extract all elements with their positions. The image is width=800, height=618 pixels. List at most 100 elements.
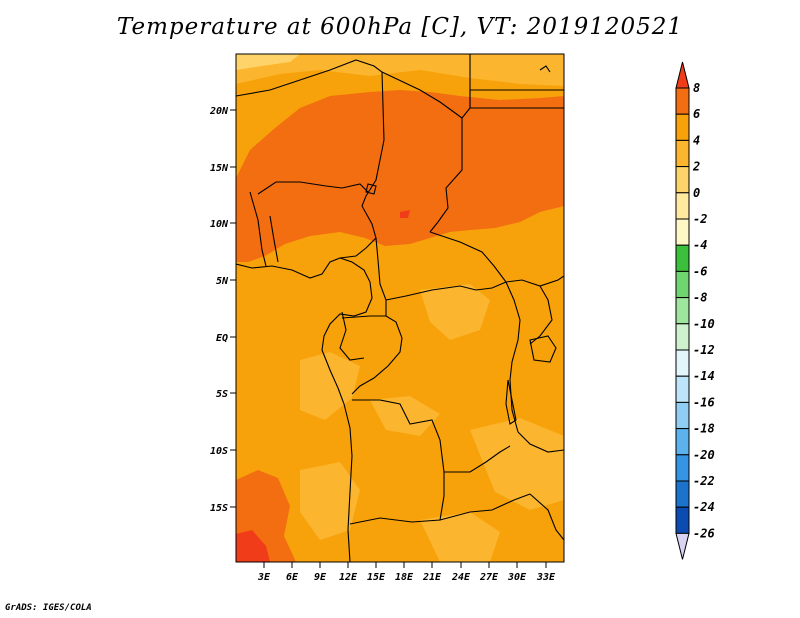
colorbar-segment: [675, 166, 690, 194]
colorbar-segment: [675, 139, 690, 168]
field-light-patch-2: [420, 284, 490, 340]
border-gabon: [339, 311, 365, 361]
border-zambia-south: [439, 493, 531, 521]
border-nigeria-cameroon: [339, 205, 377, 259]
border-drc-angola: [352, 399, 511, 473]
colorbar-top-arrow: [675, 61, 690, 89]
border-niger-chad: [361, 71, 385, 207]
lake-chad: [365, 183, 377, 195]
colorbar-label: 4: [693, 133, 700, 147]
grads-footer: GrADS: IGES/COLA: [5, 603, 92, 613]
lon-label: 24E: [451, 572, 471, 583]
colorbar-label: -20: [693, 448, 715, 462]
lat-label: 15N: [210, 163, 229, 174]
map-frame: [235, 53, 565, 563]
colorbar-segment: [675, 113, 690, 141]
colorbar-segment: [675, 428, 690, 456]
colorbar-segment: [675, 87, 690, 115]
colorbar-label: 8: [693, 81, 700, 95]
colorbar-segment: [675, 506, 690, 534]
border-niger-libya: [381, 71, 463, 119]
border-chad-sudan: [429, 118, 463, 233]
border-angola-zambia: [349, 472, 445, 525]
border-nigeria-niger: [257, 181, 369, 195]
colorbar-label: -10: [693, 317, 715, 331]
lake-tanganyika: [505, 379, 517, 425]
colorbar-segment: [675, 297, 690, 325]
border-car-south: [385, 281, 507, 301]
colorbar-segment: [675, 454, 690, 482]
colorbar-label: -12: [693, 343, 715, 357]
colorbar-segment: [675, 375, 690, 403]
border-west-small-2: [269, 215, 279, 263]
temperature-field: [236, 54, 564, 562]
colorbar-label: -26: [693, 526, 715, 540]
lon-label: 9E: [314, 572, 327, 583]
field-hot-southwest: [236, 530, 270, 562]
field-band-northwest: [236, 54, 300, 70]
border-tanzania: [517, 431, 564, 453]
border-car-sudan: [429, 231, 507, 283]
colorbar-segment: [675, 323, 690, 351]
colorbar-segment: [675, 480, 690, 508]
colorbar-segment: [675, 270, 690, 299]
colorbar-label: -16: [693, 395, 715, 409]
field-band-north: [236, 54, 564, 86]
colorbar: 8 6 4 2 0 -2 -4 -6 -8 -10 -12 -14 -16 -18 -20 -22 -24 -26: [675, 61, 715, 560]
lat-label: 10N: [210, 219, 229, 230]
border-mozambique: [529, 493, 564, 541]
field-light-patch-6: [420, 512, 500, 562]
colorbar-label: -22: [693, 474, 715, 488]
lon-label: 30E: [507, 572, 527, 583]
lon-label: 21E: [422, 572, 442, 583]
border-algeria-libya: [236, 59, 383, 97]
border-west-small-1: [249, 191, 267, 267]
latitude-axis: 20N 15N 10N 5N EQ 5S 10S 15S: [209, 106, 236, 514]
lon-label: 18E: [395, 572, 414, 583]
colorbar-label: -24: [693, 500, 715, 514]
colorbar-bottom-arrow: [675, 532, 690, 560]
colorbar-label: 6: [693, 107, 700, 121]
lat-label: 5S: [216, 389, 228, 400]
colorbar-segment: [675, 349, 690, 377]
field-light-patch-1: [300, 352, 360, 420]
field-warm-sahel: [236, 90, 564, 262]
colorbar-label: -8: [693, 291, 707, 305]
country-borders: [236, 54, 564, 562]
lat-label: 20N: [209, 106, 229, 117]
lon-label: 6E: [286, 572, 299, 583]
lat-label: 10S: [210, 446, 228, 457]
colorbar-label: -4: [693, 238, 707, 252]
colorbar-segment: [675, 218, 690, 246]
colorbar-label: 2: [692, 160, 700, 174]
lon-label: 33E: [536, 572, 556, 583]
border-cameroon-car: [375, 237, 387, 316]
lon-label: 27E: [479, 572, 499, 583]
lon-label: 12E: [339, 572, 358, 583]
lat-label: 15S: [210, 503, 228, 514]
field-light-patch-5: [300, 462, 360, 540]
colorbar-label: -18: [693, 422, 715, 436]
coastline-west-africa: [236, 257, 373, 562]
colorbar-label: -2: [693, 212, 707, 226]
field-light-patch-3: [370, 396, 440, 436]
border-congo: [341, 315, 403, 395]
nile-coast-egypt: [539, 65, 551, 73]
colorbar-segment: [675, 192, 690, 220]
lon-label: 15E: [367, 572, 386, 583]
field-hot-spot: [400, 210, 410, 218]
border-sudan-egypt: [461, 89, 564, 119]
longitude-axis: 3E 6E 9E 12E 15E 18E 21E 24E 27E 30E 33E: [257, 562, 556, 583]
lat-label: EQ: [216, 333, 228, 344]
lake-victoria: [529, 335, 557, 363]
colorbar-segment: [675, 401, 690, 430]
chart-title: Temperature at 600hPa [C], VT: 201912052…: [116, 14, 684, 40]
colorbar-label: -6: [693, 264, 707, 278]
colorbar-segment: [675, 244, 690, 272]
colorbar-label: -14: [693, 369, 715, 383]
border-drc-east: [505, 281, 521, 433]
lon-label: 3E: [257, 572, 271, 583]
lat-label: 5N: [216, 276, 229, 287]
field-light-patch-4: [470, 418, 564, 510]
